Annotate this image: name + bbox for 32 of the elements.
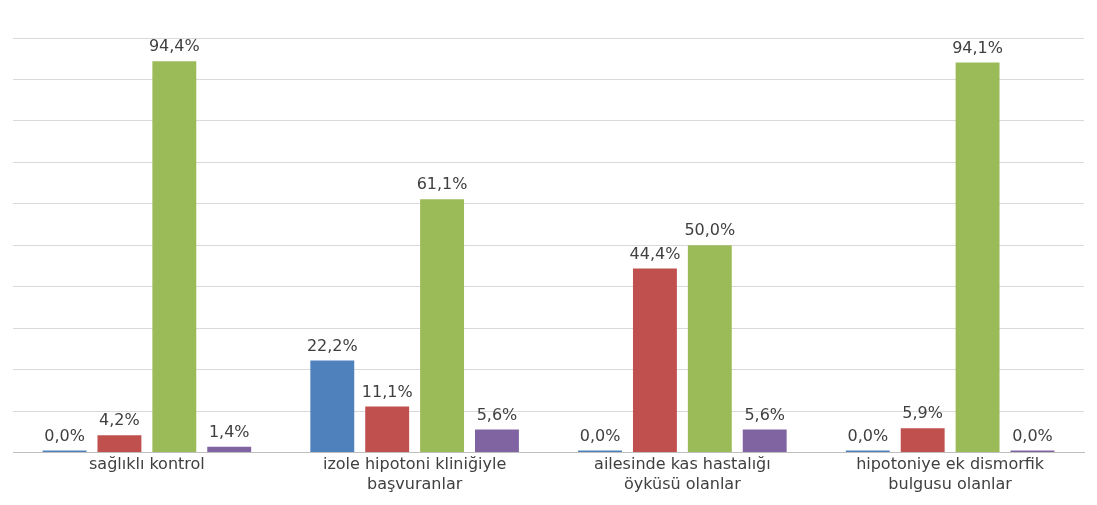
data-label: 44,4%	[629, 243, 681, 263]
bar	[687, 245, 732, 453]
x-tick-label: sağlıklı kontrol	[88, 454, 205, 474]
bar	[207, 446, 252, 453]
bar	[632, 268, 677, 453]
data-label: 4,2%	[99, 410, 140, 430]
bar	[365, 406, 410, 453]
data-label: 61,1%	[416, 174, 468, 194]
data-label: 22,2%	[306, 335, 358, 355]
bar	[310, 360, 355, 453]
x-tick-label: hipotoniye ek dismorfik bulgusu olanlar	[856, 454, 1045, 493]
bar	[955, 62, 1000, 453]
data-label: 50,0%	[684, 220, 736, 240]
data-label: 0,0%	[1012, 425, 1053, 445]
data-label: 0,0%	[44, 425, 85, 445]
data-label: 11,1%	[361, 381, 413, 401]
data-label: 5,9%	[902, 403, 944, 423]
data-label: 5,6%	[476, 404, 518, 424]
data-label: 1,4%	[208, 421, 250, 441]
bar	[900, 428, 945, 453]
data-label: 5,6%	[744, 404, 786, 424]
x-tick-label: izole hipotoni kliniğiyle başvuranlar	[322, 454, 507, 493]
data-label: 94,4%	[148, 36, 200, 56]
data-label: 0,0%	[847, 425, 889, 445]
data-label: 94,1%	[952, 37, 1003, 57]
bar	[742, 429, 787, 453]
x-tick-label: ailesinde kas hastalığı öyküsü olanlar	[594, 454, 771, 493]
bar	[420, 199, 465, 453]
bar	[152, 61, 197, 453]
bar	[475, 429, 519, 453]
bar	[97, 435, 142, 453]
data-label: 0,0%	[579, 425, 621, 445]
